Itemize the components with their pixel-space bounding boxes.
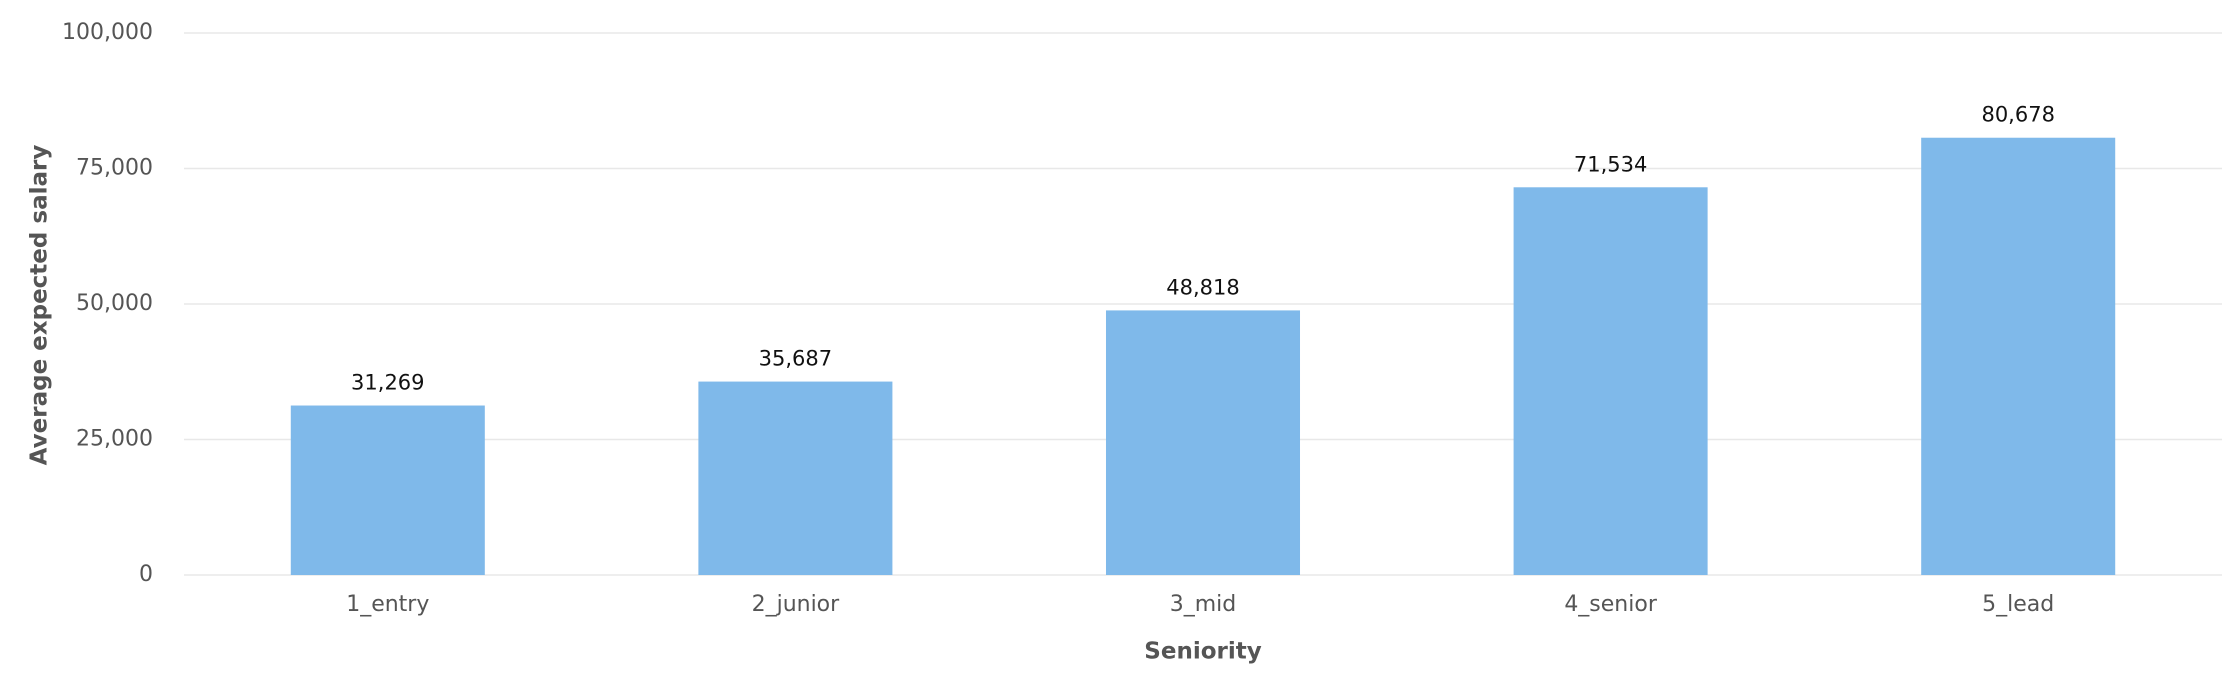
y-tick-label: 25,000 <box>76 427 153 452</box>
bar <box>698 381 893 575</box>
value-label: 35,687 <box>759 347 832 371</box>
x-tick-label: 2_junior <box>752 592 841 617</box>
bar <box>1921 137 2116 576</box>
y-tick-label: 0 <box>139 562 153 587</box>
y-tick-label: 75,000 <box>76 156 153 181</box>
value-label: 31,269 <box>351 371 424 395</box>
value-label: 48,818 <box>1166 275 1239 299</box>
bar <box>290 405 485 575</box>
bar <box>1105 310 1301 575</box>
y-axis-title: Average expected salary <box>27 145 53 466</box>
x-tick-label: 5_lead <box>1982 592 2054 617</box>
x-tick-label: 3_mid <box>1170 592 1237 617</box>
x-tick-label: 1_entry <box>346 592 429 617</box>
bar <box>1513 187 1708 576</box>
y-tick-label: 100,000 <box>62 20 153 45</box>
y-tick-label: 50,000 <box>76 291 153 316</box>
value-label: 80,678 <box>1981 103 2054 127</box>
x-axis-title: Seniority <box>1144 639 1261 665</box>
x-tick-label: 4_senior <box>1564 592 1658 617</box>
value-label: 71,534 <box>1574 152 1647 176</box>
